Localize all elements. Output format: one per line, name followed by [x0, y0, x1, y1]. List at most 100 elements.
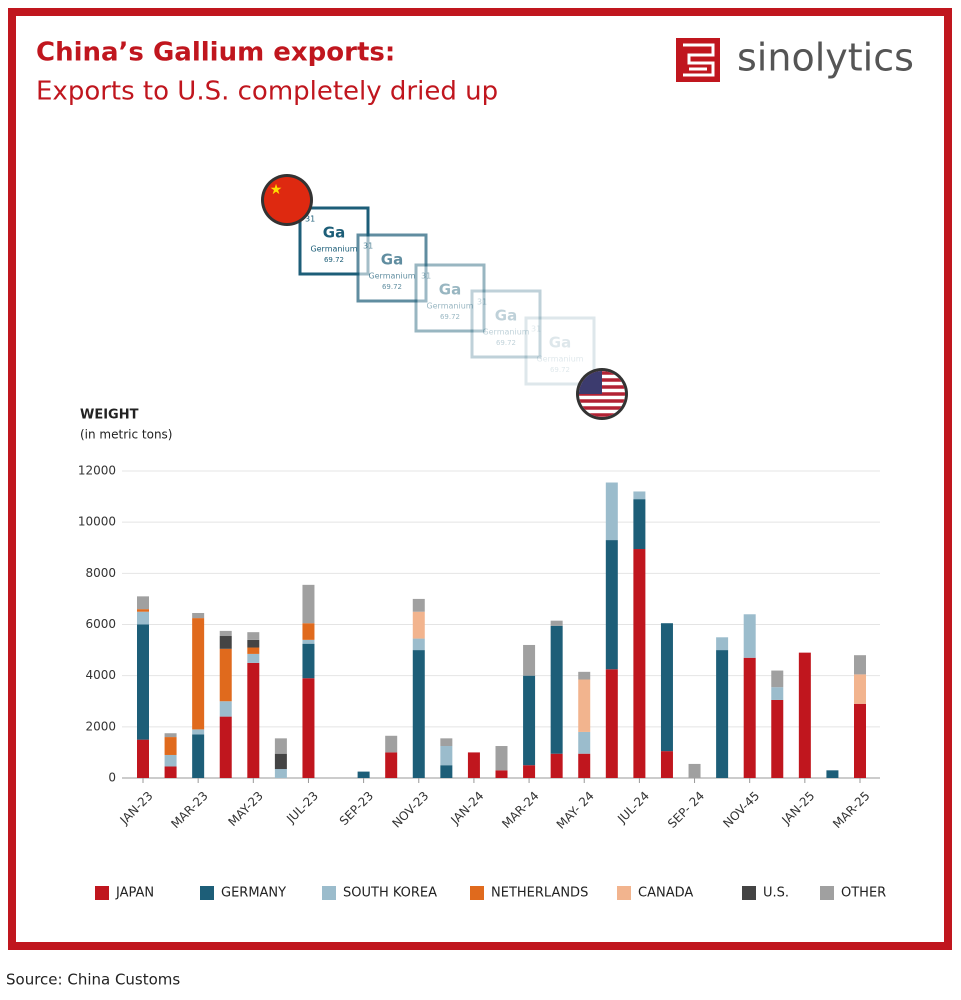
bar-segment [357, 771, 370, 778]
bar-segment [633, 499, 646, 550]
bar-segment [302, 678, 315, 778]
bar-segment [247, 632, 260, 640]
tile-box [414, 263, 486, 333]
bar-segment [219, 716, 232, 778]
bar-segment [164, 737, 177, 755]
element-name: Germanium [536, 355, 583, 364]
x-tick-label: MAY- 24 [554, 789, 597, 832]
bar-segment [192, 618, 205, 730]
element-symbol: Ga [549, 334, 571, 352]
bar-segment [578, 679, 591, 732]
bar-segment [495, 770, 508, 778]
bar-segment [854, 674, 866, 704]
source: Source: China Customs [6, 971, 180, 989]
element-tile: 31 Ga Germanium 69.72 [356, 233, 428, 303]
bar-segment [302, 584, 315, 624]
bar-segment [771, 670, 784, 688]
bar-segment [274, 753, 287, 770]
atomic-number: 31 [421, 272, 431, 281]
bar-segment [550, 753, 563, 778]
element-tile: 31 Ga Germanium 69.72 [524, 316, 596, 386]
svg-text:★: ★ [270, 182, 283, 198]
y-tick-label: 0 [108, 771, 116, 785]
element-mass: 69.72 [324, 256, 344, 264]
element-symbol: Ga [439, 281, 461, 299]
us-flag [576, 368, 628, 420]
x-tick-label: JAN-25 [778, 789, 817, 828]
tile-box [356, 233, 428, 303]
element-symbol: Ga [495, 307, 517, 325]
legend-swatch [470, 886, 484, 900]
tile-box [524, 316, 596, 386]
x-tick-label: MAR-23 [168, 789, 210, 831]
bar-segment [660, 751, 673, 778]
bar-segment [137, 609, 149, 612]
bar-segment [412, 650, 425, 778]
bar-segment [440, 738, 453, 747]
bar-segment [302, 643, 315, 679]
bar-segment [385, 735, 398, 753]
x-tick-label: NOV-23 [389, 789, 431, 831]
bar-segment [137, 596, 149, 610]
bar-segment [385, 752, 398, 778]
x-tick-label: NOV-45 [720, 789, 762, 831]
bar-segment [247, 653, 260, 663]
bar-segment [302, 623, 315, 640]
bar-segment [137, 739, 149, 778]
bar-segment [523, 765, 536, 778]
bar-segment [192, 729, 205, 735]
element-tile: 31 Ga Germanium 69.72 [470, 289, 542, 359]
bar-segment [605, 540, 618, 670]
x-tick-label: MAR-25 [830, 789, 872, 831]
bar-segment [440, 765, 453, 778]
legend-label: SOUTH KOREA [343, 886, 437, 901]
bar-segment [247, 662, 260, 778]
bar-segment [826, 770, 839, 778]
bar-segment [578, 753, 591, 778]
y-tick-label: 6000 [85, 617, 116, 631]
bar-segment [412, 611, 425, 639]
bar-segment [771, 699, 784, 778]
atomic-number: 31 [531, 325, 541, 334]
bar-segment [495, 746, 508, 771]
element-mass: 69.72 [440, 313, 460, 321]
bar-segment [743, 614, 756, 658]
bar-segment [716, 637, 729, 651]
y-axis-unit: (in metric tons) [80, 428, 172, 442]
y-tick-label: 10000 [78, 515, 116, 529]
bar-segment [743, 657, 756, 778]
chart-subtitle: Exports to U.S. completely dried up [36, 77, 498, 107]
brand: sinolytics [737, 36, 914, 80]
element-mass: 69.72 [382, 283, 402, 291]
legend-swatch [617, 886, 631, 900]
bar-segment [550, 620, 563, 626]
y-tick-label: 4000 [85, 668, 116, 682]
y-tick-label: 2000 [85, 719, 116, 733]
tile-box [470, 289, 542, 359]
bar-segment [605, 482, 618, 541]
legend-label: OTHER [841, 886, 886, 901]
x-tick-label: JAN-23 [117, 789, 156, 828]
bar-segment [247, 647, 260, 654]
bar-segment [219, 648, 232, 702]
x-tick-label: JUL-23 [283, 789, 321, 827]
element-name: Germanium [368, 272, 415, 281]
bar-segment [274, 769, 287, 778]
chart-title: China’s Gallium exports: [36, 38, 395, 68]
legend-swatch [200, 886, 214, 900]
legend-swatch [95, 886, 109, 900]
element-tile: 31 Ga Germanium 69.72 [414, 263, 486, 333]
x-tick-label: MAR-24 [499, 789, 541, 831]
atomic-number: 31 [363, 242, 373, 251]
bar-segment [412, 598, 425, 612]
bar-segment [798, 652, 811, 778]
bar-segment [164, 733, 177, 738]
legend-label: NETHERLANDS [491, 886, 588, 901]
x-tick-label: JAN-24 [448, 789, 487, 828]
element-mass: 69.72 [496, 339, 516, 347]
bar-segment [854, 655, 866, 675]
bar-segment [137, 611, 149, 625]
bar-segment [219, 630, 232, 637]
